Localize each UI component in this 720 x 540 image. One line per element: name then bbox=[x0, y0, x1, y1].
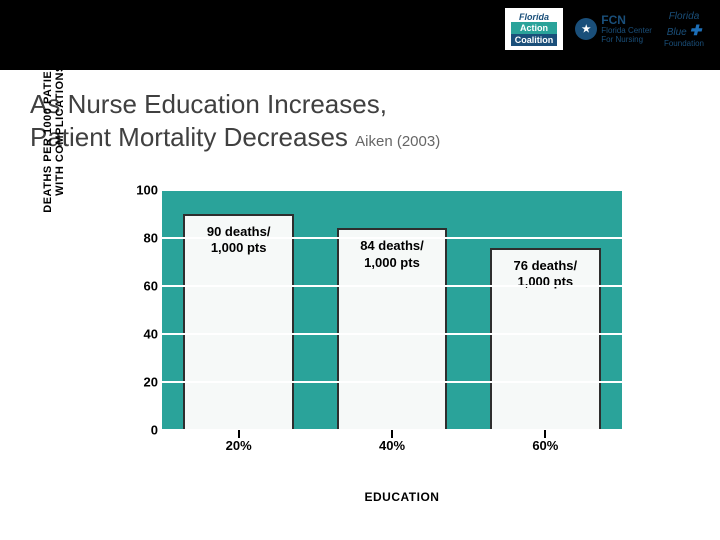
bar: 84 deaths/1,000 pts bbox=[337, 228, 447, 430]
x-tick-mark bbox=[238, 430, 240, 438]
logo-fcn: ★ FCN Florida Center For Nursing bbox=[575, 14, 652, 45]
x-tick-label: 20% bbox=[226, 438, 252, 453]
bar-value-label: 84 deaths/1,000 pts bbox=[339, 238, 445, 271]
x-tick-mark bbox=[391, 430, 393, 438]
citation: Aiken (2003) bbox=[355, 133, 440, 150]
y-tick-label: 80 bbox=[130, 231, 158, 246]
fcn-star-icon: ★ bbox=[575, 18, 597, 40]
gridline bbox=[162, 333, 622, 335]
x-axis-label: EDUCATION bbox=[162, 490, 642, 504]
mortality-chart: DEATHS PER 1000 PATIENTSWITH COMPLICATIO… bbox=[82, 190, 642, 500]
y-tick-label: 40 bbox=[130, 327, 158, 342]
bar: 90 deaths/1,000 pts bbox=[183, 214, 293, 430]
bar: 76 deaths/1,000 pts bbox=[490, 248, 600, 430]
gridline bbox=[162, 285, 622, 287]
y-tick-label: 20 bbox=[130, 375, 158, 390]
y-tick-label: 100 bbox=[130, 183, 158, 198]
x-tick-mark bbox=[544, 430, 546, 438]
logo-fac-top: Florida bbox=[511, 12, 558, 22]
plot-area: 90 deaths/1,000 pts 84 deaths/1,000 pts 76… bbox=[162, 190, 622, 430]
logo-florida-action-coalition: Florida Action Coalition bbox=[505, 8, 564, 50]
y-axis-label: DEATHS PER 1000 PATIENTSWITH COMPLICATIO… bbox=[42, 30, 66, 230]
logo-fcn-text: FCN Florida Center For Nursing bbox=[601, 14, 652, 45]
gridline bbox=[162, 237, 622, 239]
logo-fac-mid: Action bbox=[511, 22, 558, 34]
x-tick-label: 40% bbox=[379, 438, 405, 453]
logo-florida-blue: Florida Blue ✚ Foundation bbox=[664, 11, 704, 48]
title-line-1: As Nurse Education Increases, bbox=[30, 88, 720, 121]
header-logos: Florida Action Coalition ★ FCN Florida C… bbox=[505, 8, 704, 50]
bar-value-label: 90 deaths/1,000 pts bbox=[185, 224, 291, 257]
gridline bbox=[162, 189, 622, 191]
gridline bbox=[162, 381, 622, 383]
y-tick-label: 0 bbox=[130, 423, 158, 438]
logo-fac-bot: Coalition bbox=[511, 34, 558, 46]
slide-title: As Nurse Education Increases, Patient Mo… bbox=[30, 88, 720, 153]
blue-cross-icon: ✚ bbox=[690, 22, 702, 38]
x-tick-label: 60% bbox=[532, 438, 558, 453]
y-tick-label: 60 bbox=[130, 279, 158, 294]
header-band: Florida Action Coalition ★ FCN Florida C… bbox=[0, 0, 720, 70]
title-line-2: Patient Mortality Decreases Aiken (2003) bbox=[30, 121, 720, 154]
